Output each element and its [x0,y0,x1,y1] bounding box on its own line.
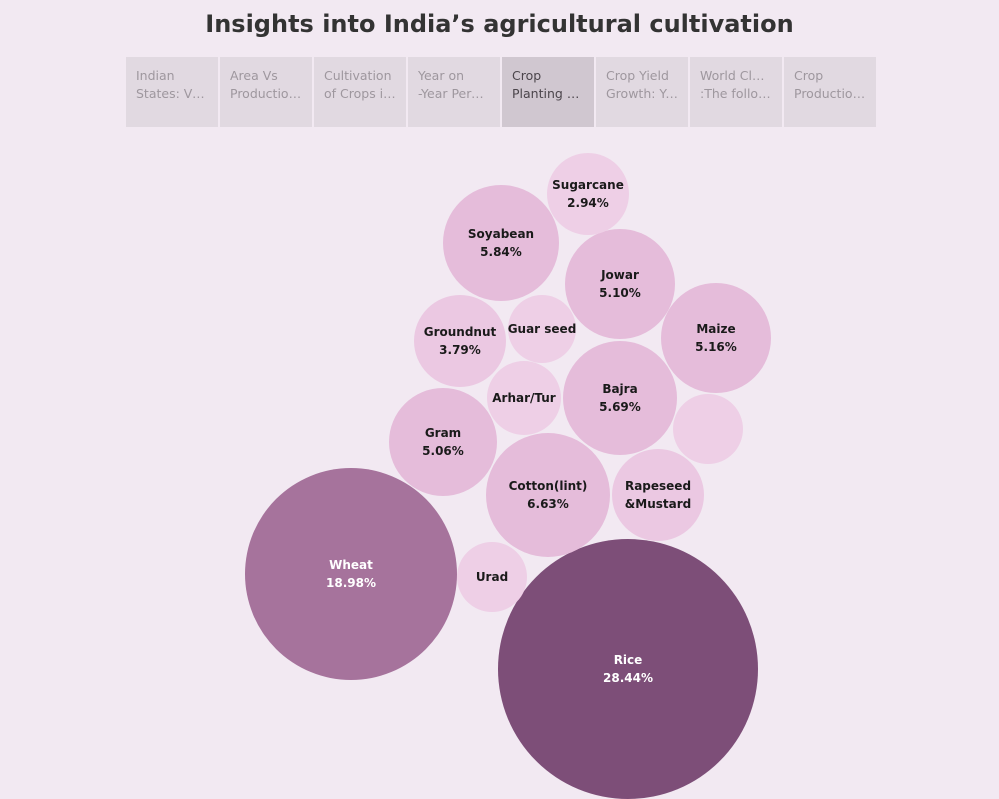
bubble-label-arhar-tur: Arhar/Tur [492,391,556,405]
bubble-maize[interactable] [661,283,771,393]
bubble-soyabean[interactable] [443,185,559,301]
bubble-label-groundnut: Groundnut [424,325,497,339]
bubble-unlabeled[interactable] [673,394,743,464]
tab-crop-yield-growth[interactable]: Crop Yield Growth: Ye.. [596,57,688,127]
bubble-value-wheat: 18.98% [326,576,376,590]
tab-crop-production[interactable]: Crop Production .. [784,57,876,127]
bubble-value-soyabean: 5.84% [480,245,522,259]
bubble-label-maize: Maize [696,322,735,336]
bubble-label-rapeseed-mustard: Rapeseed [625,479,691,493]
bubble-gram[interactable] [389,388,497,496]
bubble-bajra[interactable] [563,341,677,455]
bubble-label-wheat: Wheat [329,558,373,572]
bubble-value-jowar: 5.10% [599,286,641,300]
bubble-rice[interactable] [498,539,758,799]
bubble-guar-seed[interactable] [508,295,576,363]
bubble-wheat[interactable] [245,468,457,680]
bubble-value-rice: 28.44% [603,671,653,685]
bubble-sugarcane[interactable] [547,153,629,235]
bubble-arhar-tur[interactable] [487,361,561,435]
tab-area-vs-production[interactable]: Area Vs Production .. [220,57,312,127]
tab-indian-states[interactable]: Indian States: Vis.. [126,57,218,127]
bubble-label-rice: Rice [614,653,643,667]
bubble-label-jowar: Jowar [600,268,639,282]
bubble-groundnut[interactable] [414,295,506,387]
bubble-value-groundnut: 3.79% [439,343,481,357]
bubble-label-rapeseed-mustard: &Mustard [625,497,691,511]
bubble-value-bajra: 5.69% [599,400,641,414]
bubble-value-sugarcane: 2.94% [567,196,609,210]
bubble-urad[interactable] [457,542,527,612]
bubble-label-cotton-lint: Cotton(lint) [509,479,588,493]
tab-crop-planting[interactable]: Crop Planting Pe.. [502,57,594,127]
bubble-label-soyabean: Soyabean [468,227,534,241]
bubble-label-guar-seed: Guar seed [508,322,577,336]
bubble-value-cotton-lint: 6.63% [527,497,569,511]
bubble-label-bajra: Bajra [602,382,637,396]
tab-world-cloud[interactable]: World Cloud :The follow.. [690,57,782,127]
bubble-value-maize: 5.16% [695,340,737,354]
bubble-label-urad: Urad [476,570,508,584]
tab-year-on-year[interactable]: Year on -Year Perce.. [408,57,500,127]
story-tab-bar: Indian States: Vis.. Area Vs Production … [126,57,878,127]
bubble-value-gram: 5.06% [422,444,464,458]
bubble-label-gram: Gram [425,426,461,440]
bubble-label-sugarcane: Sugarcane [552,178,624,192]
dashboard-title: Insights into India’s agricultural culti… [205,10,794,38]
bubble-rapeseed-mustard[interactable] [612,449,704,541]
bubble-jowar[interactable] [565,229,675,339]
bubble-cotton-lint[interactable] [486,433,610,557]
tab-cultivation-of-crops[interactable]: Cultivation of Crops in .. [314,57,406,127]
